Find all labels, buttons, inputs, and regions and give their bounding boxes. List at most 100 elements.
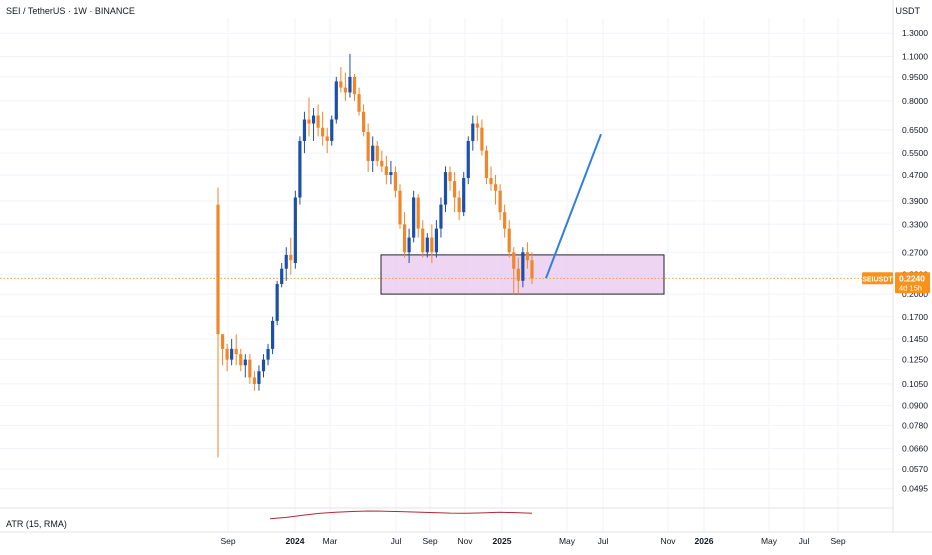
x-tick-label: 2025	[493, 536, 512, 546]
candle-body	[480, 127, 484, 151]
candle-body	[448, 172, 452, 182]
x-tick-label: May	[761, 536, 778, 546]
candle-body	[334, 81, 338, 120]
candle-body	[375, 145, 379, 161]
x-tick-label: Jul	[598, 536, 609, 546]
candle-body	[371, 145, 375, 161]
x-tick-label: Jul	[391, 536, 402, 546]
candle-body	[220, 334, 225, 349]
y-tick-label: 0.3900	[902, 196, 928, 206]
x-tick-label: May	[559, 536, 576, 546]
y-tick-label: 0.4700	[902, 170, 928, 180]
candle-body	[380, 160, 384, 167]
candle-body	[503, 212, 507, 229]
candle-body	[325, 136, 329, 141]
candle-body	[307, 119, 311, 124]
y-tick-label: 0.0570	[902, 464, 928, 474]
chart-title: SEI / TetherUS · 1W · BINANCE	[6, 6, 135, 16]
candle-body	[398, 190, 402, 225]
candle-body	[280, 268, 284, 285]
candle-body	[252, 377, 256, 384]
candle-body	[352, 76, 357, 95]
y-tick-label: 0.0495	[902, 484, 928, 494]
candle-body	[484, 150, 489, 179]
y-tick-label: 0.2000	[902, 289, 928, 299]
atr-line	[269, 510, 533, 520]
candle-body	[239, 354, 243, 366]
candle-body	[248, 359, 252, 378]
y-tick-label: 1.3000	[902, 28, 928, 38]
price-tag-bg	[895, 272, 930, 294]
candle-body	[421, 228, 425, 253]
candle-body	[402, 224, 407, 253]
x-tick-label: Nov	[457, 536, 473, 546]
candle-body	[430, 237, 434, 253]
y-tick-label: 0.0660	[902, 444, 928, 454]
y-tick-label: 0.0780	[902, 420, 928, 430]
candle-body	[439, 204, 443, 229]
atr-indicator-label: ATR (15, RMA)	[6, 519, 67, 529]
candle-body	[348, 76, 352, 93]
x-tick-label: Sep	[422, 536, 437, 546]
candle-body	[525, 252, 529, 261]
candle-body	[393, 172, 398, 191]
symbol-tag: SEIUSDT	[862, 276, 893, 283]
x-tick-label: Nov	[660, 536, 676, 546]
candle-body	[302, 119, 307, 141]
candle-body	[462, 178, 466, 213]
y-tick-label: 0.1050	[902, 379, 928, 389]
candle-body	[243, 359, 247, 366]
candle-body	[343, 87, 347, 93]
currency-label: USDT	[895, 6, 921, 16]
candle-body	[521, 252, 525, 281]
y-tick-label: 0.3300	[902, 219, 928, 229]
candle-body	[471, 123, 475, 141]
price-tag-value: 0.2240	[899, 273, 925, 283]
candle-body	[466, 140, 470, 179]
candle-body	[443, 172, 448, 205]
candle-body	[475, 123, 479, 128]
candle-body	[489, 178, 493, 185]
x-tick-label: 2026	[695, 536, 714, 546]
candle-body	[261, 359, 266, 372]
candle-body	[512, 252, 516, 269]
candle-body	[339, 81, 343, 88]
candle-body	[416, 197, 420, 229]
y-tick-label: 0.5500	[902, 148, 928, 158]
y-tick-label: 0.9500	[902, 72, 928, 82]
candle-body	[407, 237, 411, 253]
candle-body	[216, 204, 220, 335]
y-tick-label: 0.1700	[902, 312, 928, 322]
candle-body	[357, 94, 361, 112]
candle-body	[330, 119, 334, 141]
x-tick-label: Sep	[220, 536, 235, 546]
candle-body	[271, 320, 275, 349]
y-tick-label: 0.8000	[902, 96, 928, 106]
candle-body	[275, 284, 279, 321]
y-tick-label: 0.0900	[902, 400, 928, 410]
candle-body	[453, 181, 457, 198]
x-tick-label: 2024	[286, 536, 305, 546]
x-tick-label: Jul	[799, 536, 810, 546]
symbol-tag-bg	[862, 272, 893, 285]
candle-body	[366, 131, 370, 161]
candle-body	[493, 184, 498, 191]
candle-body	[498, 190, 502, 213]
candle-body	[293, 197, 297, 264]
candle-body	[225, 348, 229, 360]
y-tick-label: 0.6500	[902, 125, 928, 135]
candle-body	[321, 127, 325, 137]
x-tick-label: Mar	[323, 536, 338, 546]
x-tick-label: Sep	[830, 536, 845, 546]
candle-body	[457, 197, 461, 213]
candle-body	[425, 237, 429, 253]
candle-body	[516, 268, 520, 281]
candle-body	[507, 228, 511, 253]
candle-body	[412, 197, 416, 238]
candle-body	[298, 140, 302, 198]
candle-body	[389, 172, 393, 176]
candle-body	[284, 254, 288, 269]
candle-body	[362, 111, 366, 132]
